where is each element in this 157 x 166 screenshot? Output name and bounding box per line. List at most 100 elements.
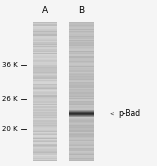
Bar (69, 24, 94, 25)
Bar (69, 104, 94, 105)
Bar (69, 110, 94, 111)
Bar (32, 63, 57, 65)
Bar (32, 94, 57, 95)
Bar (69, 101, 94, 102)
Bar (32, 154, 57, 155)
Bar (69, 115, 94, 116)
Bar (32, 58, 57, 59)
Bar (32, 82, 57, 83)
Bar (32, 133, 57, 134)
Bar (32, 49, 57, 51)
Bar (69, 98, 94, 99)
Bar (32, 125, 57, 126)
Bar (32, 122, 57, 123)
Bar (32, 131, 57, 132)
Bar (69, 25, 94, 26)
Bar (69, 83, 94, 84)
Bar (69, 80, 94, 81)
Bar (32, 54, 57, 55)
Bar (69, 34, 94, 36)
Bar (69, 119, 94, 120)
Bar (32, 59, 57, 60)
Bar (69, 81, 94, 82)
Bar (32, 62, 57, 63)
Bar (32, 45, 57, 46)
Bar (69, 160, 94, 161)
Bar (32, 104, 57, 105)
Bar (32, 75, 57, 76)
Bar (32, 101, 57, 102)
Bar (32, 102, 57, 103)
Bar (69, 73, 94, 74)
Bar (69, 44, 94, 45)
Bar (69, 33, 94, 34)
Bar (32, 134, 57, 135)
Bar (69, 39, 94, 40)
Text: B: B (78, 6, 85, 15)
Bar (69, 144, 94, 145)
Bar (69, 52, 94, 53)
Bar (32, 68, 57, 69)
Bar (32, 155, 57, 156)
Bar (32, 84, 57, 85)
Text: 36 K: 36 K (2, 62, 17, 68)
Bar (32, 113, 57, 115)
Bar (32, 22, 57, 23)
Bar (32, 137, 57, 138)
Bar (32, 138, 57, 139)
Bar (69, 132, 94, 133)
Bar (32, 144, 57, 145)
Bar (32, 33, 57, 34)
Bar (32, 112, 57, 113)
Bar (32, 159, 57, 160)
Bar (32, 85, 57, 87)
Bar (69, 22, 94, 23)
Bar (69, 148, 94, 149)
Bar (69, 153, 94, 154)
Bar (69, 77, 94, 79)
Bar (32, 38, 57, 39)
Bar (69, 151, 94, 152)
Bar (69, 54, 94, 55)
Bar (32, 117, 57, 118)
Bar (69, 32, 94, 33)
Bar (32, 56, 57, 58)
Bar (32, 80, 57, 81)
Bar (32, 26, 57, 27)
Bar (32, 61, 57, 62)
Bar (69, 66, 94, 67)
Bar (32, 70, 57, 72)
Bar (32, 103, 57, 104)
Bar (69, 102, 94, 103)
Bar (69, 75, 94, 76)
Bar (32, 124, 57, 125)
Bar (69, 88, 94, 89)
Bar (32, 106, 57, 108)
Bar (32, 148, 57, 149)
Bar (69, 69, 94, 70)
Bar (32, 83, 57, 84)
Bar (32, 147, 57, 148)
Bar (69, 111, 94, 112)
Bar (32, 74, 57, 75)
Bar (69, 82, 94, 83)
Bar (69, 45, 94, 46)
Bar (69, 46, 94, 47)
Bar (69, 135, 94, 137)
Bar (69, 85, 94, 87)
Bar (69, 114, 94, 115)
Bar (69, 112, 94, 113)
Bar (32, 128, 57, 130)
Bar (32, 39, 57, 40)
Bar (32, 158, 57, 159)
Bar (32, 92, 57, 94)
Bar (69, 149, 94, 151)
Bar (69, 117, 94, 118)
Bar (32, 51, 57, 52)
Bar (69, 117, 94, 118)
Bar (69, 49, 94, 51)
Bar (69, 59, 94, 60)
Bar (32, 139, 57, 140)
Bar (32, 36, 57, 37)
Bar (69, 91, 94, 92)
